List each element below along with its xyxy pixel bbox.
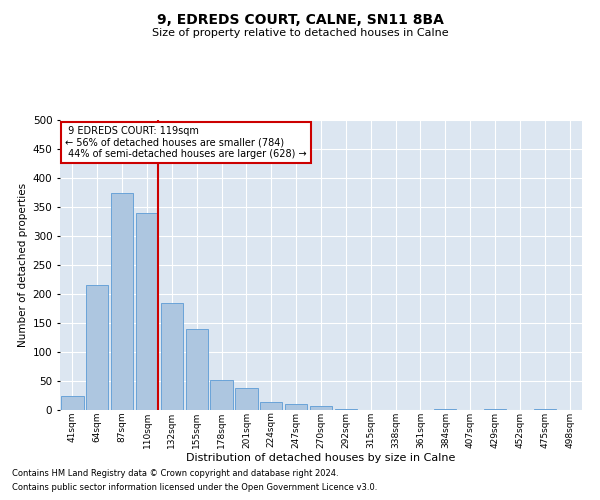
Bar [260,402,283,410]
Bar [310,406,332,410]
Bar [161,302,183,410]
Text: 9, EDREDS COURT, CALNE, SN11 8BA: 9, EDREDS COURT, CALNE, SN11 8BA [157,12,443,26]
Y-axis label: Number of detached properties: Number of detached properties [19,183,28,347]
Text: Contains public sector information licensed under the Open Government Licence v3: Contains public sector information licen… [12,484,377,492]
Bar [61,396,83,410]
Bar [335,409,357,410]
Bar [136,213,158,410]
Bar [285,404,307,410]
Bar [86,286,109,410]
Bar [111,192,133,410]
Bar [185,329,208,410]
Text: 9 EDREDS COURT: 119sqm
← 56% of detached houses are smaller (784)
 44% of semi-d: 9 EDREDS COURT: 119sqm ← 56% of detached… [65,126,307,159]
X-axis label: Distribution of detached houses by size in Calne: Distribution of detached houses by size … [187,454,455,464]
Text: Contains HM Land Registry data © Crown copyright and database right 2024.: Contains HM Land Registry data © Crown c… [12,468,338,477]
Text: Size of property relative to detached houses in Calne: Size of property relative to detached ho… [152,28,448,38]
Bar [235,388,257,410]
Bar [211,380,233,410]
